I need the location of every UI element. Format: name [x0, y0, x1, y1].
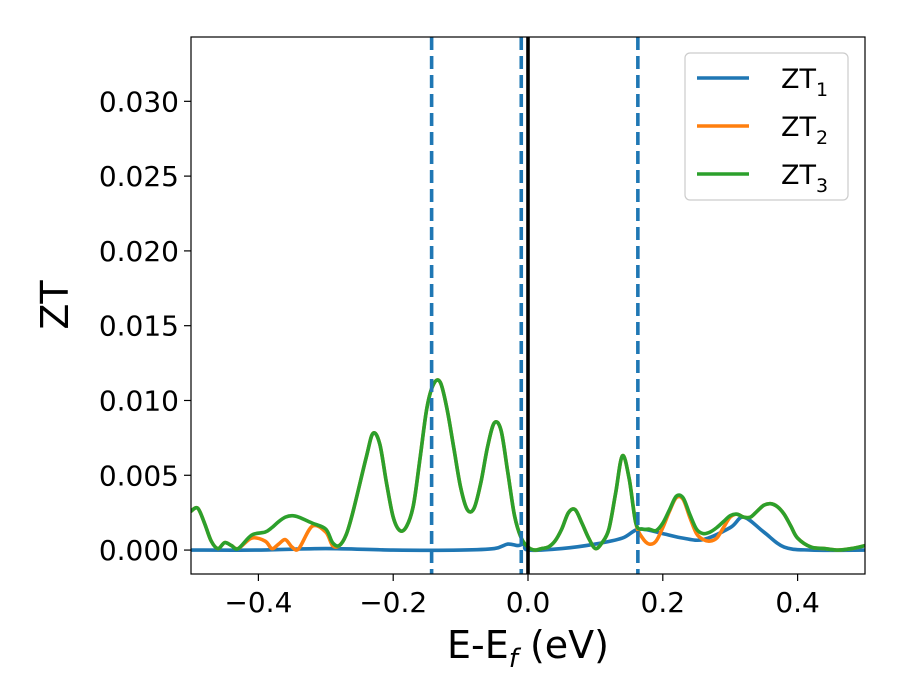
y-tick-label: 0.025 [99, 160, 179, 193]
legend-box [684, 52, 849, 201]
y-tick-label: 0.015 [99, 310, 179, 343]
legend-label-zt-3: ZT3 [781, 160, 828, 197]
y-tick-label: 0.030 [99, 85, 179, 118]
legend-label-zt-2: ZT2 [781, 112, 828, 149]
legend-label-zt-1: ZT1 [781, 64, 828, 101]
legend-label-sub: 1 [816, 79, 828, 101]
x-tick-label: 0.0 [506, 586, 551, 619]
y-tick-label: 0.010 [99, 384, 179, 417]
x-tick-label: 0.2 [641, 586, 686, 619]
legend-label-base: ZT [781, 112, 816, 143]
x-axis: −0.4 −0.2 0.0 0.2 0.4 [224, 574, 820, 619]
legend-label-sub: 3 [816, 175, 828, 197]
x-axis-label-base: E-E [447, 623, 509, 667]
y-tick-label: 0.020 [99, 235, 179, 268]
x-tick-label: −0.4 [224, 586, 292, 619]
x-axis-label: E-Ef (eV) [447, 623, 609, 674]
y-tick-label: 0.000 [99, 534, 179, 567]
legend-label-sub: 2 [816, 127, 828, 149]
y-tick-label: 0.005 [99, 459, 179, 492]
x-axis-label-unit: (eV) [518, 623, 609, 667]
legend-label-base: ZT [781, 64, 816, 95]
x-tick-label: −0.2 [359, 586, 427, 619]
y-axis: 0.000 0.005 0.010 0.015 0.020 0.025 0.030 [99, 85, 191, 567]
reference-lines [429, 37, 640, 574]
x-tick-label: 0.4 [775, 586, 820, 619]
y-axis-label: ZT [33, 280, 77, 330]
legend-label-base: ZT [781, 160, 816, 191]
